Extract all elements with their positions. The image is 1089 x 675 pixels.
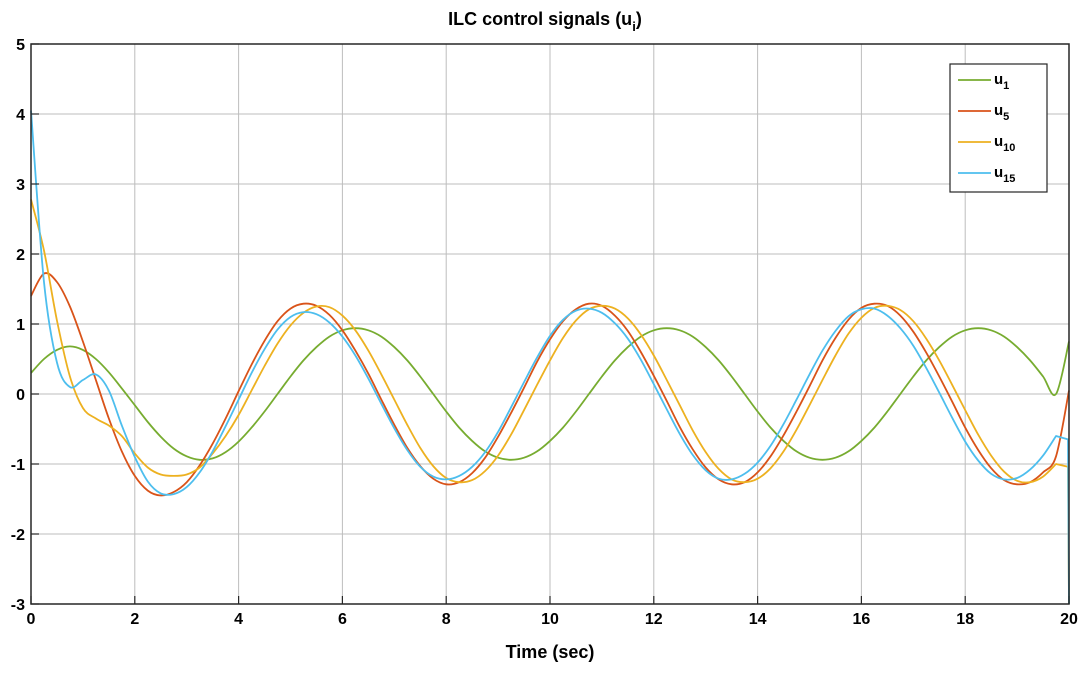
chart-title-close: )	[636, 9, 642, 29]
chart-title-subscript: i	[632, 19, 636, 34]
legend: u1 u5 u10 u15	[949, 63, 1048, 193]
x-tick-label: 8	[442, 611, 451, 628]
y-tick-label: 3	[16, 177, 25, 194]
x-tick-label: 18	[956, 611, 974, 628]
x-tick-label: 20	[1060, 611, 1078, 628]
legend-label: u10	[994, 133, 1015, 154]
x-tick-label: 0	[27, 611, 36, 628]
y-tick-label: -1	[11, 457, 25, 474]
grid-lines	[30, 43, 1070, 605]
y-tick-label: 5	[16, 37, 25, 54]
x-tick-label: 10	[541, 611, 559, 628]
legend-label: u1	[994, 71, 1009, 92]
x-tick-label: 14	[749, 611, 767, 628]
y-tick-label: -3	[11, 597, 25, 614]
legend-label: u5	[994, 102, 1009, 123]
x-tick-label: 6	[338, 611, 347, 628]
chart-title: ILC control signals (ui)	[448, 9, 642, 34]
series-line-u15	[30, 110, 1070, 605]
y-tick-label: 2	[16, 247, 25, 264]
x-tick-label: 12	[645, 611, 663, 628]
x-tick-label: 4	[234, 611, 243, 628]
y-tick-label: 0	[16, 387, 25, 404]
y-tick-label: 4	[16, 107, 25, 124]
x-tick-label: 2	[130, 611, 139, 628]
legend-label: u15	[994, 164, 1015, 185]
series-line-u10	[30, 199, 1070, 605]
x-tick-label: 16	[853, 611, 871, 628]
series-layer	[30, 110, 1070, 605]
series-line-u5	[30, 272, 1070, 497]
y-tick-label: 1	[16, 317, 25, 334]
y-tick-label: -2	[11, 527, 25, 544]
x-axis-label: Time (sec)	[506, 642, 595, 662]
legend-box	[949, 63, 1048, 193]
